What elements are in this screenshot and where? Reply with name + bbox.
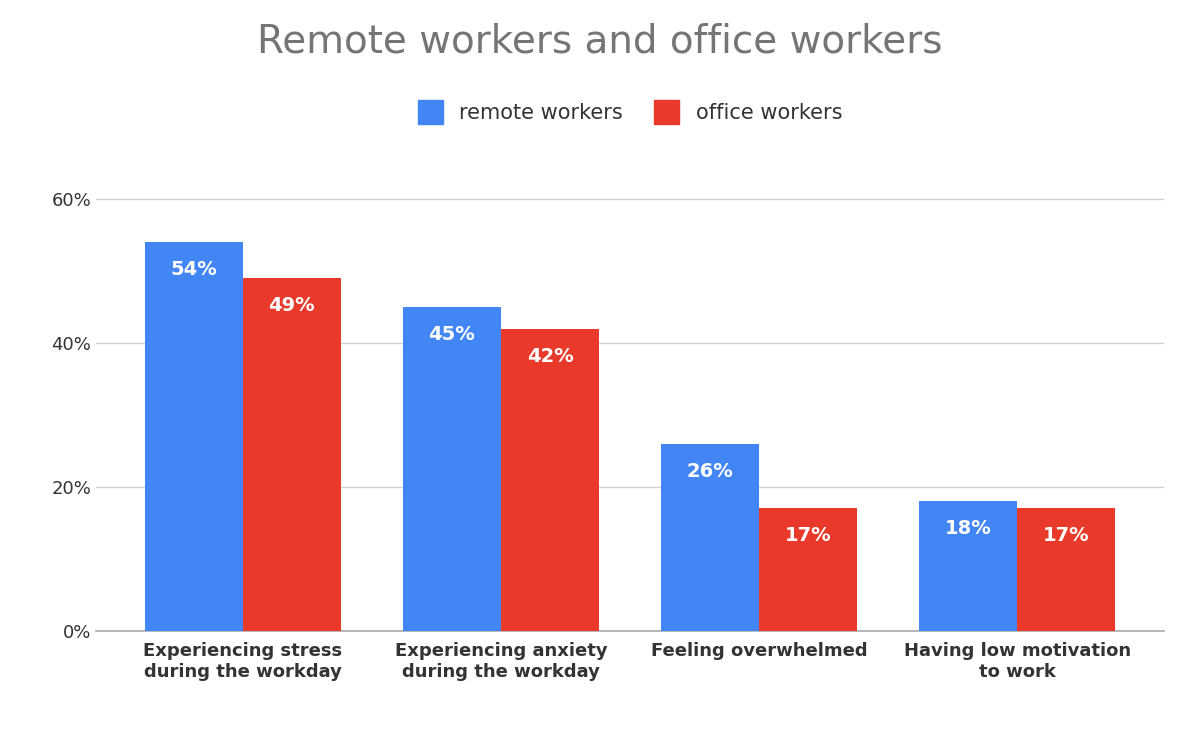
Text: 54%: 54% <box>170 260 217 279</box>
Bar <box>1018 508 1116 631</box>
Text: 17%: 17% <box>1043 526 1090 545</box>
Bar <box>661 444 760 631</box>
Bar <box>919 502 1018 631</box>
Text: 17%: 17% <box>785 526 832 545</box>
Bar <box>500 329 599 631</box>
Legend: remote workers, office workers: remote workers, office workers <box>407 90 853 134</box>
Text: 42%: 42% <box>527 347 574 366</box>
Text: 49%: 49% <box>269 296 316 315</box>
Bar <box>144 243 242 631</box>
Bar <box>403 307 500 631</box>
Bar <box>760 508 857 631</box>
Bar <box>242 278 341 631</box>
Text: 45%: 45% <box>428 325 475 344</box>
Text: 26%: 26% <box>686 462 733 481</box>
Text: Remote workers and office workers: Remote workers and office workers <box>257 22 943 60</box>
Text: 18%: 18% <box>944 519 991 538</box>
